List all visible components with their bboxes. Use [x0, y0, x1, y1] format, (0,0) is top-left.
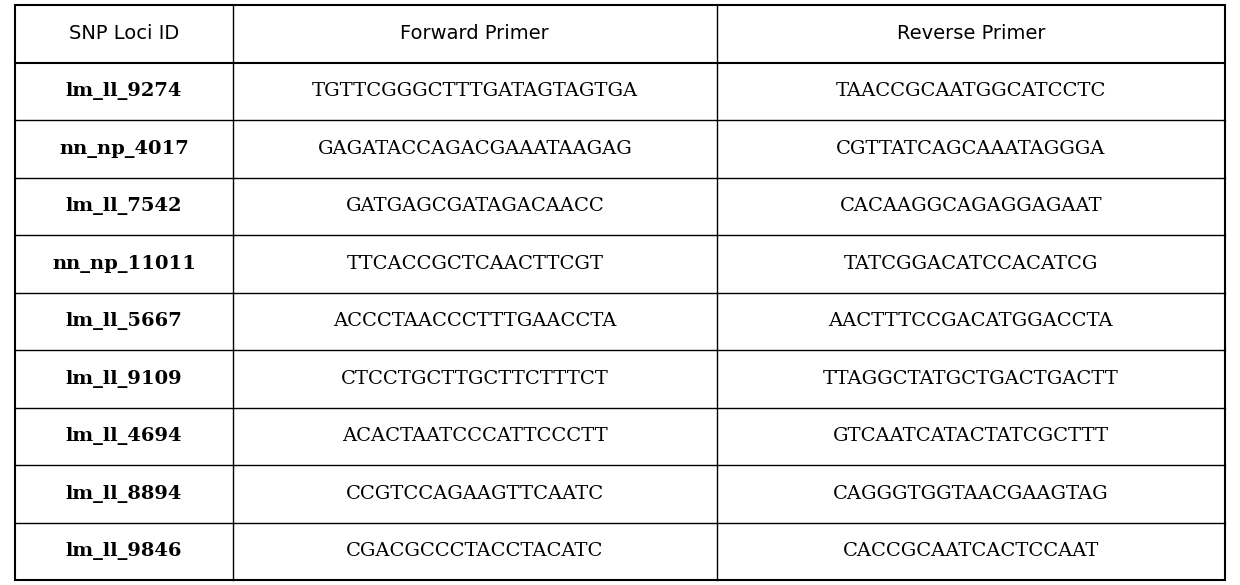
- Text: lm_ll_8894: lm_ll_8894: [66, 485, 182, 503]
- Text: GATGAGCGATAGACAACC: GATGAGCGATAGACAACC: [346, 197, 604, 215]
- Text: lm_ll_9109: lm_ll_9109: [66, 370, 182, 388]
- Text: GTCAATCATACTATCGCTTT: GTCAATCATACTATCGCTTT: [833, 427, 1109, 445]
- Text: CGTTATCAGCAAATAGGGA: CGTTATCAGCAAATAGGGA: [836, 140, 1106, 158]
- Text: lm_ll_5667: lm_ll_5667: [66, 312, 182, 331]
- Text: CCGTCCAGAAGTTCAATC: CCGTCCAGAAGTTCAATC: [346, 485, 604, 503]
- Text: CGACGCCCTACCTACATC: CGACGCCCTACCTACATC: [346, 542, 604, 560]
- Text: TAACCGCAATGGCATCCTC: TAACCGCAATGGCATCCTC: [836, 82, 1106, 100]
- Text: CACCGCAATCACTCCAAT: CACCGCAATCACTCCAAT: [843, 542, 1099, 560]
- Text: nn_np_11011: nn_np_11011: [52, 254, 196, 273]
- Text: TTCACCGCTCAACTTCGT: TTCACCGCTCAACTTCGT: [346, 254, 604, 273]
- Text: TTAGGCTATGCTGACTGACTT: TTAGGCTATGCTGACTGACTT: [823, 370, 1118, 388]
- Text: lm_ll_4694: lm_ll_4694: [66, 427, 182, 445]
- Text: lm_ll_9846: lm_ll_9846: [66, 542, 182, 560]
- Text: GAGATACCAGACGAAATAAGAG: GAGATACCAGACGAAATAAGAG: [317, 140, 632, 158]
- Text: ACCCTAACCCTTTGAACCTA: ACCCTAACCCTTTGAACCTA: [334, 312, 616, 331]
- Text: AACTTTCCGACATGGACCTA: AACTTTCCGACATGGACCTA: [828, 312, 1114, 331]
- Text: ACACTAATCCCATTCCCTT: ACACTAATCCCATTCCCTT: [342, 427, 608, 445]
- Text: Reverse Primer: Reverse Primer: [897, 24, 1045, 43]
- Text: SNP Loci ID: SNP Loci ID: [68, 24, 179, 43]
- Text: TGTTCGGGCTTTGATAGTAGTGA: TGTTCGGGCTTTGATAGTAGTGA: [311, 82, 637, 100]
- Text: lm_ll_7542: lm_ll_7542: [66, 197, 182, 215]
- Text: Forward Primer: Forward Primer: [401, 24, 549, 43]
- Text: nn_np_4017: nn_np_4017: [60, 140, 188, 158]
- Text: lm_ll_9274: lm_ll_9274: [66, 82, 182, 100]
- Text: CTCCTGCTTGCTTCTTTCT: CTCCTGCTTGCTTCTTTCT: [341, 370, 609, 388]
- Text: CAGGGTGGTAACGAAGTAG: CAGGGTGGTAACGAAGTAG: [833, 485, 1109, 503]
- Text: TATCGGACATCCACATCG: TATCGGACATCCACATCG: [843, 254, 1099, 273]
- Text: CACAAGGCAGAGGAGAAT: CACAAGGCAGAGGAGAAT: [839, 197, 1102, 215]
